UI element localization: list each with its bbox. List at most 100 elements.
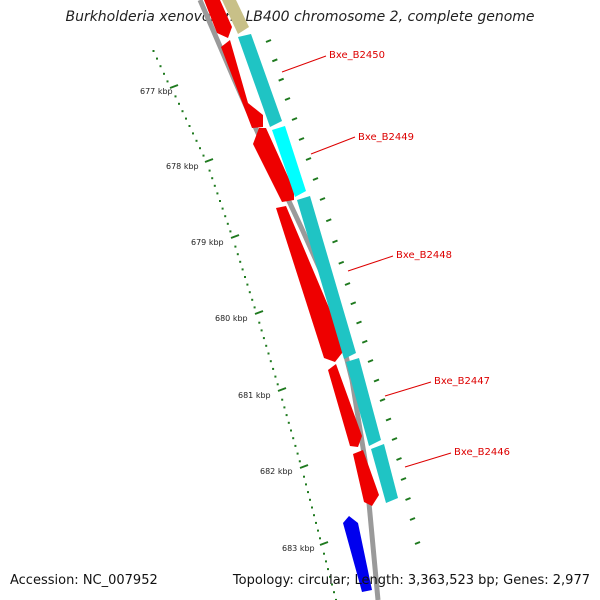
kbp-minor-tick (327, 568, 329, 571)
kbp-minor-tick (265, 344, 268, 347)
kbp-minor-tick (269, 360, 272, 363)
outer-track-dash (367, 359, 374, 363)
kbp-major-tick (169, 84, 179, 89)
kbp-label-679: 679 kbp (191, 238, 224, 247)
kbp-minor-tick (163, 72, 165, 75)
gene-arrow-Bxe_B2447[interactable] (328, 364, 362, 447)
kbp-minor-tick (335, 598, 337, 600)
gene-label-Bxe_B2449[interactable]: Bxe_B2449 (358, 132, 414, 143)
gene-arrow-Bxe_B2449[interactable] (253, 128, 294, 202)
kbp-minor-tick (236, 253, 239, 256)
kbp-minor-tick (221, 207, 224, 210)
kbp-major-tick (204, 158, 214, 163)
kbp-minor-tick (311, 506, 313, 509)
kbp-major-tick (254, 310, 264, 315)
kbp-minor-tick (260, 329, 263, 332)
kbp-major-tick (319, 541, 329, 546)
genome-stats-text: Topology: circular; Length: 3,363,523 bp… (232, 573, 590, 588)
outer-track-dash (325, 218, 332, 223)
leader-line-Bxe_B2450 (281, 55, 327, 73)
leader-line-Bxe_B2446 (404, 452, 452, 468)
kbp-minor-tick (195, 139, 198, 142)
outer-track-dash (332, 239, 338, 244)
kbp-minor-tick (323, 552, 325, 555)
outer-track-dash (396, 457, 402, 461)
kbp-minor-tick (329, 575, 331, 578)
kbp-minor-tick (224, 215, 227, 218)
kbp-minor-tick (292, 437, 295, 440)
kbp-minor-tick (294, 444, 297, 447)
kbp-minor-tick (192, 132, 194, 135)
top-cds-partial (204, 0, 232, 38)
leader-line-Bxe_B2448 (347, 255, 394, 272)
outer-track-dash (312, 177, 319, 181)
gene-arrow-Bxe_B2450[interactable] (221, 40, 263, 128)
outer-track-dash (278, 77, 285, 82)
kbp-major-tick (277, 387, 287, 392)
kbp-minor-tick (181, 110, 184, 113)
other-gene-arrow (343, 516, 372, 592)
gene-label-Bxe_B2450[interactable]: Bxe_B2450 (329, 50, 385, 61)
feature-box-1 (238, 34, 282, 127)
kbp-minor-tick (305, 483, 307, 486)
kbp-minor-tick (248, 291, 251, 294)
kbp-minor-tick (219, 200, 221, 202)
kbp-minor-tick (188, 125, 191, 127)
kbp-minor-tick (152, 50, 155, 52)
kbp-minor-tick (287, 421, 290, 424)
kbp-minor-tick (296, 452, 299, 455)
kbp-major-tick (299, 464, 309, 469)
genome-backbone (197, 0, 381, 600)
kbp-minor-tick (229, 230, 232, 233)
feature-box-4 (346, 358, 381, 446)
kbp-minor-tick (226, 222, 229, 225)
outer-track-dash (361, 339, 368, 344)
feature-box-5 (371, 444, 398, 503)
kbp-label-683: 683 kbp (282, 544, 315, 553)
kbp-minor-tick (276, 383, 279, 386)
gene-arrow-Bxe_B2446[interactable] (353, 450, 379, 506)
gene-label-Bxe_B2448[interactable]: Bxe_B2448 (396, 250, 452, 261)
outer-track-dash (405, 497, 411, 501)
outer-track-dash (350, 301, 357, 306)
kbp-ruler-ticks (152, 50, 337, 600)
kbp-minor-tick (325, 560, 327, 563)
outer-track-dash (344, 282, 351, 286)
kbp-label-677: 677 kbp (140, 87, 173, 96)
map-title: Burkholderia xenovorans LB400 chromosome… (65, 9, 535, 25)
kbp-minor-tick (178, 102, 180, 105)
kbp-minor-tick (331, 583, 333, 586)
outer-track-dash (298, 137, 305, 141)
kbp-minor-tick (159, 65, 162, 68)
kbp-label-682: 682 kbp (260, 467, 293, 476)
outer-track-dash (271, 58, 278, 63)
gene-label-Bxe_B2446[interactable]: Bxe_B2446 (454, 447, 510, 458)
outer-track-dash (391, 437, 398, 441)
kbp-minor-tick (166, 80, 169, 83)
kbp-minor-tick (208, 169, 211, 172)
outer-track-dash (265, 39, 272, 43)
leader-line-Bxe_B2449 (310, 136, 356, 155)
kbp-minor-tick (309, 498, 311, 501)
kbp-minor-tick (272, 367, 275, 370)
gene-label-Bxe_B2447[interactable]: Bxe_B2447 (434, 376, 490, 387)
gene-arrow-Bxe_B2448[interactable] (276, 206, 346, 362)
outer-track-dash (338, 260, 345, 265)
kbp-minor-tick (317, 529, 319, 532)
kbp-minor-tick (239, 260, 242, 263)
outer-track-dash (409, 517, 416, 521)
kbp-minor-tick (185, 117, 187, 120)
outer-track-dash (356, 320, 362, 325)
kbp-minor-tick (246, 283, 249, 286)
kbp-minor-tick (298, 460, 301, 463)
kbp-minor-tick (315, 521, 317, 524)
kbp-minor-tick (199, 147, 201, 150)
kbp-minor-tick (234, 245, 237, 248)
kbp-minor-tick (241, 268, 244, 271)
outer-track-dash (284, 97, 291, 101)
kbp-minor-tick (313, 514, 315, 517)
top-feature-olive (222, 0, 249, 34)
kbp-minor-tick (333, 591, 335, 594)
kbp-minor-tick (285, 414, 288, 417)
kbp-minor-tick (258, 321, 261, 324)
